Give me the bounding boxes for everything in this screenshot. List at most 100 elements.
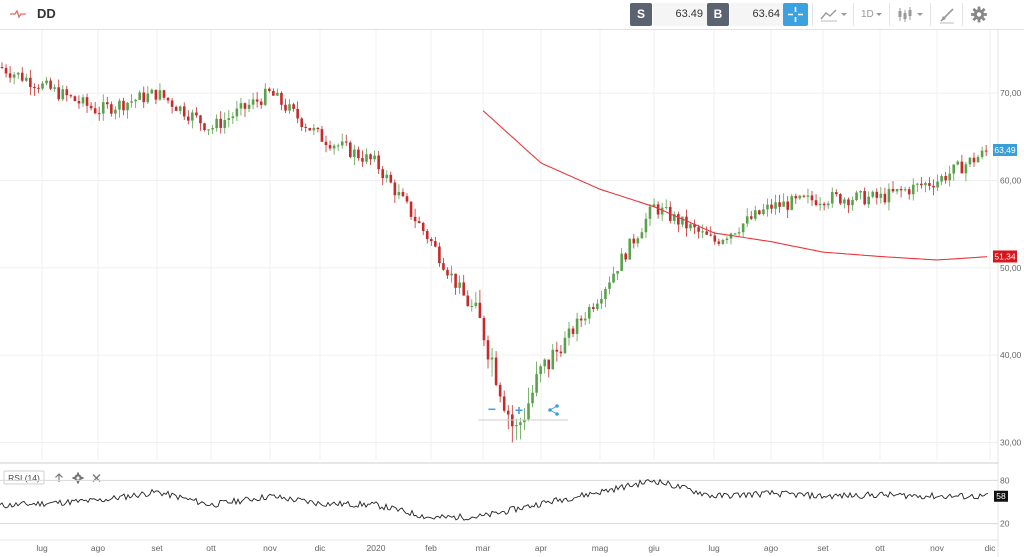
candle-body [644,218,648,233]
candle-body [150,89,154,94]
toolbar-separator [889,3,890,26]
share-icon[interactable] [548,404,559,416]
instrument-logo-icon [10,9,26,19]
candle-body [944,176,947,181]
candle-body [571,328,575,334]
candle-body [276,92,279,96]
candle-body [916,183,919,185]
candle-body [984,150,988,152]
zoom-controls: − + [478,401,568,421]
candle-body [304,126,308,129]
time-tick-label: dic [315,543,327,553]
chart-type-button[interactable] [818,3,850,26]
candle-body [462,282,465,296]
candle-body [259,101,263,105]
candle-body [948,173,951,181]
candle-body [822,203,826,206]
candle-body [357,149,360,159]
candle-body [466,295,470,307]
candle-body [255,99,259,102]
candle-body [835,192,838,195]
candle-body [231,116,235,119]
time-tick-label: lug [36,543,48,553]
candle-body [826,203,830,206]
candle-body [551,349,555,370]
candle-body [960,161,964,174]
price-tick-label: 70,00 [1000,88,1022,98]
candle-body [235,108,239,117]
candle-body [296,108,299,119]
candle-body [421,223,425,232]
candle-body [940,176,943,182]
candle-body [369,154,372,160]
candle-body [725,238,729,240]
candle-body [604,288,607,300]
candle-body [920,183,923,186]
candle-body [749,216,753,219]
candle-body [612,273,615,283]
candle-body [624,253,627,260]
candle-body [664,206,668,208]
candle-body [596,303,599,309]
zoom-out-button[interactable]: − [488,401,496,417]
candle-body [851,200,854,206]
candle-body [57,87,60,100]
time-tick-label: set [151,543,163,553]
candle-body [863,191,866,205]
candle-body [907,189,911,195]
candle-body [187,116,190,121]
candle-body [936,181,939,188]
candle-body [543,359,546,367]
candle-body [77,101,81,104]
time-tick-label: apr [535,543,547,553]
candle-body [41,83,44,89]
candle-body [527,403,530,420]
candle-body [741,223,745,233]
sell-price[interactable]: 63.49 [653,3,709,26]
candle-body [855,192,858,201]
candle-body [968,157,972,165]
crosshair-button[interactable] [783,3,808,26]
candle-body [332,145,336,149]
settings-button[interactable] [968,3,990,26]
candle-body [146,93,150,103]
gear-icon[interactable] [72,472,84,484]
buy-label[interactable]: B [707,3,729,26]
draw-tools-button[interactable] [936,3,958,26]
candle-body [442,263,445,270]
candle-body [373,155,376,160]
candle-body [798,195,802,199]
timeframe-button[interactable]: 1D [860,3,886,26]
price-chart[interactable]: − + 70,00 60,00 50,00 40,00 30,00 63,49 51,3… [0,30,1024,557]
candle-body [559,351,563,354]
candle-body [365,154,368,162]
buy-price[interactable]: 63.64 [730,3,786,26]
candle-body [830,192,834,204]
candle-body [903,189,907,191]
candle-body [677,214,680,225]
candle-body [705,231,708,235]
candle-body [733,233,737,235]
candle-body [203,123,206,130]
candle-body [490,357,494,360]
candle-body [288,104,291,111]
time-tick-label: ago [91,543,105,553]
candle-body [227,118,231,120]
candle-body [685,216,688,229]
candle-body [353,149,356,158]
candle-body [924,183,927,186]
candle-body [790,196,794,210]
candle-body [349,142,352,158]
rsi-tick-label: 20 [1000,519,1010,529]
candle-body [425,231,429,240]
candle-body [498,384,502,397]
sell-label[interactable]: S [630,3,652,26]
candle-body [263,88,267,105]
candle-body [875,191,879,198]
toolbar-separator [853,3,854,26]
candle-style-button[interactable] [895,3,927,26]
candle-body [69,95,73,97]
zoom-in-button[interactable]: + [515,402,523,418]
settings-icon [971,6,987,23]
candle-body [794,196,798,199]
